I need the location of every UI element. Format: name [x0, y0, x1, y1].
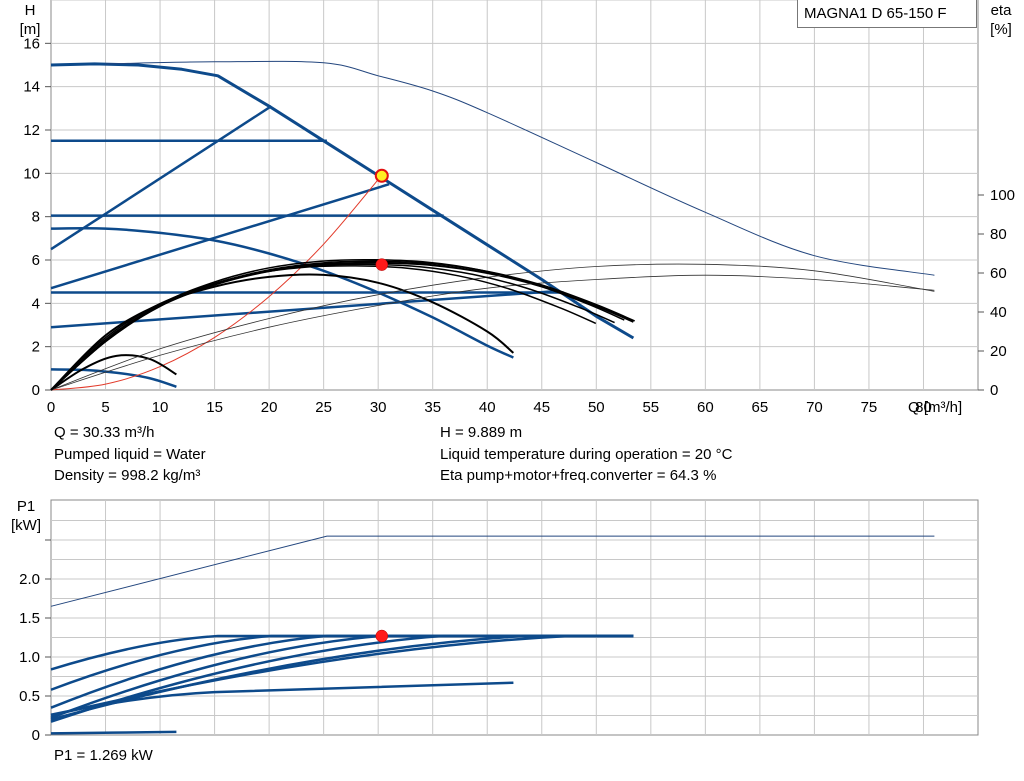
- power-series-power-3: [50, 634, 634, 709]
- model-label: MAGNA1 D 65-150 F: [797, 0, 977, 28]
- x-tick-label: 25: [315, 399, 332, 416]
- top-plot-frame: [50, 0, 979, 391]
- top-series-system-curve-10: [50, 175, 382, 391]
- duty-point-power: [375, 629, 389, 643]
- x-tick-label: 10: [152, 399, 169, 416]
- y2-tick-label: 60: [990, 265, 1007, 282]
- x-tick-label: 20: [261, 399, 278, 416]
- top-series-efficiency-family-0: [50, 265, 597, 391]
- duty-point-head: [374, 168, 389, 183]
- y2-axis-unit: [%]: [990, 21, 1012, 38]
- y-tick-label: 6: [32, 252, 40, 269]
- power-series-power-5: [50, 634, 634, 723]
- x-tick-label: 40: [479, 399, 496, 416]
- y-tick-label: 14: [23, 79, 40, 96]
- x-tick-label: 5: [101, 399, 109, 416]
- x-tick-label: 65: [752, 399, 769, 416]
- x-tick-label: 70: [806, 399, 823, 416]
- y-tick-label: 2: [32, 339, 40, 356]
- duty-point-efficiency: [375, 258, 389, 271]
- top-series-speed-curve-8: [50, 227, 514, 359]
- x-tick-label: 80: [915, 399, 932, 416]
- x-tick-label: 60: [697, 399, 714, 416]
- y-tick-label: 16: [23, 35, 40, 52]
- top-series-npsh-15: [50, 274, 935, 391]
- y2-tick-label: 40: [990, 304, 1007, 321]
- power-series-max-power-ext-0: [50, 535, 935, 607]
- power-series-power-8: [50, 681, 514, 716]
- info-density: Density = 998.2 kg/m³: [54, 467, 201, 484]
- info-head: H = 9.889 m: [440, 424, 523, 441]
- x-tick-label: 50: [588, 399, 605, 416]
- top-series-proportional-pressure-2: [50, 105, 272, 251]
- y-tick-label: 12: [23, 122, 40, 139]
- y2-tick-label: 100: [990, 187, 1015, 204]
- top-series-max-curve-0: [50, 62, 635, 340]
- x-tick-label: 75: [861, 399, 878, 416]
- p1-tick-label: 1.0: [19, 649, 40, 666]
- y-tick-label: 0: [32, 382, 40, 399]
- x-tick-label: 55: [642, 399, 659, 416]
- y2-tick-label: 80: [990, 226, 1007, 243]
- top-series-efficiency-family-2: [50, 260, 635, 391]
- p1-tick-label: 2.0: [19, 571, 40, 588]
- top-series-efficiency-13: [50, 354, 177, 391]
- x-tick-label: 0: [47, 399, 55, 416]
- info-efficiency: Eta pump+motor+freq.converter = 64.3 %: [440, 467, 717, 484]
- top-series-max-speed-ext-1: [105, 60, 935, 276]
- x-tick-label: 15: [206, 399, 223, 416]
- top-series-npsh-14: [50, 263, 935, 391]
- y-axis-unit: [m]: [20, 21, 41, 38]
- y-tick-label: 8: [32, 209, 40, 226]
- power-series-power-1: [50, 634, 634, 671]
- y2-tick-label: 0: [990, 382, 998, 399]
- p1-tick-label: 1.5: [19, 610, 40, 627]
- power-series-power-4: [50, 634, 634, 720]
- x-tick-label: 30: [370, 399, 387, 416]
- top-series-efficiency-family-3: [50, 258, 625, 391]
- y-tick-label: 4: [32, 295, 40, 312]
- power-series-power-7: [50, 634, 634, 717]
- y-tick-label: 10: [23, 165, 40, 182]
- top-series-efficiency-12: [50, 273, 515, 391]
- x-tick-label: 45: [533, 399, 550, 416]
- p1-tick-label: 0: [32, 727, 40, 744]
- y-axis-title: H: [25, 2, 36, 19]
- y2-axis-title: eta: [991, 2, 1013, 19]
- info-flow: Q = 30.33 m³/h: [54, 424, 155, 441]
- info-power: P1 = 1.269 kW: [54, 747, 153, 764]
- info-liquid: Pumped liquid = Water: [54, 446, 206, 463]
- p1-tick-label: 0.5: [19, 688, 40, 705]
- x-tick-label: 35: [424, 399, 441, 416]
- x-axis-title: Q [m³/h]: [908, 399, 962, 416]
- top-series-proportional-pressure-3: [50, 183, 390, 290]
- power-series-power-9: [50, 730, 177, 735]
- p1-axis-unit: [kW]: [11, 517, 41, 534]
- info-temperature: Liquid temperature during operation = 20…: [440, 446, 733, 463]
- power-series-power-2: [50, 634, 634, 691]
- p1-axis-title: P1: [17, 498, 35, 515]
- y2-tick-label: 20: [990, 343, 1007, 360]
